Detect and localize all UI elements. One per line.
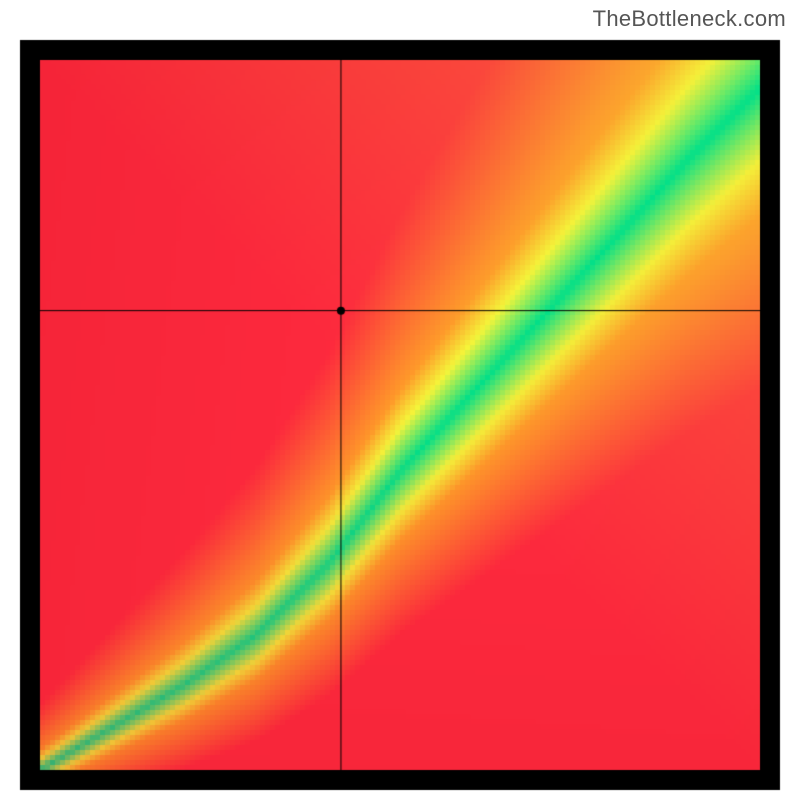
watermark-text: TheBottleneck.com — [593, 6, 786, 32]
bottleneck-heatmap-canvas — [0, 0, 800, 800]
chart-container: TheBottleneck.com — [0, 0, 800, 800]
